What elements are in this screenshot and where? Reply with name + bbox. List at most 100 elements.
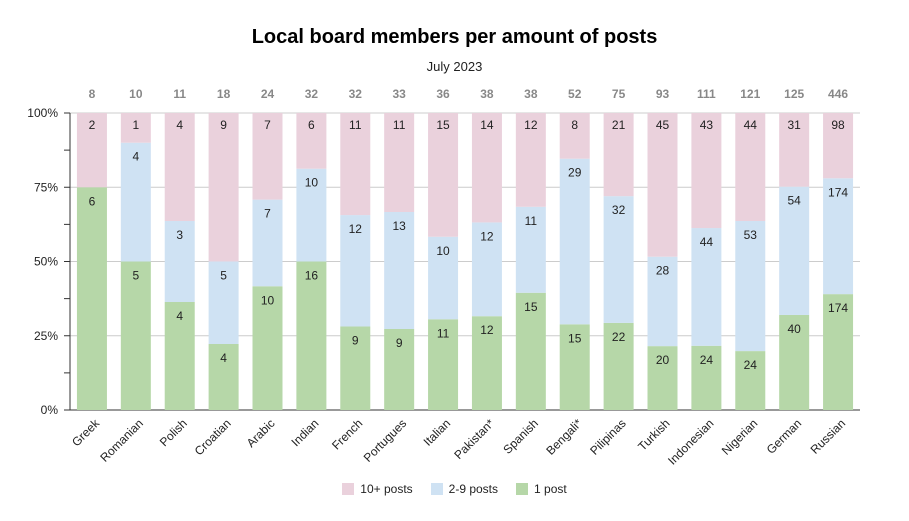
bar-segment	[384, 329, 415, 410]
bar-segment	[779, 113, 810, 187]
y-tick-label: 25%	[34, 329, 58, 343]
data-label: 4	[176, 309, 183, 323]
bar-segment	[428, 113, 459, 237]
x-tick-label: Indian	[288, 416, 321, 449]
data-label: 7	[264, 118, 271, 132]
legend-swatch-2to9	[430, 483, 443, 495]
bar-segment	[208, 261, 239, 344]
data-label: 12	[349, 222, 363, 236]
bar-segment	[164, 113, 195, 221]
bar-segment	[471, 222, 502, 317]
legend-item-10plus: 10+ posts	[342, 482, 413, 496]
data-label: 15	[524, 300, 538, 314]
bar-segment	[340, 326, 371, 410]
legend-label-10plus: 10+ posts	[360, 482, 413, 496]
data-label: 44	[700, 235, 714, 249]
bar-segment	[735, 113, 766, 221]
x-tick-label: Spanish	[500, 416, 541, 457]
data-label: 12	[524, 118, 538, 132]
bar-segment	[164, 302, 195, 410]
data-label: 98	[831, 118, 845, 132]
bar-segment	[515, 206, 546, 293]
bar-segment	[647, 256, 678, 347]
data-label: 10	[305, 176, 319, 190]
data-label: 10	[261, 293, 275, 307]
data-label: 24	[744, 358, 758, 372]
legend-swatch-1post	[516, 483, 529, 495]
data-label: 32	[612, 203, 626, 217]
data-label: 1	[132, 118, 139, 132]
data-label: 9	[396, 336, 403, 350]
data-label: 5	[132, 269, 139, 283]
total-label: 8	[89, 87, 96, 101]
y-tick-label: 0%	[41, 403, 59, 417]
bar-segment	[296, 168, 327, 262]
x-tick-label: Bengali*	[543, 416, 585, 458]
total-label: 52	[568, 87, 582, 101]
bar-segment	[252, 113, 283, 200]
data-label: 21	[612, 118, 626, 132]
data-label: 13	[392, 219, 406, 233]
x-tick-label: Pilipinas	[587, 416, 629, 458]
bar-segment	[691, 113, 722, 229]
bar-segment	[208, 344, 239, 410]
data-label: 14	[480, 118, 494, 132]
bar-segment	[647, 113, 678, 257]
bar-segment	[120, 261, 151, 410]
bar-segment	[823, 294, 854, 410]
data-label: 6	[308, 118, 315, 132]
data-label: 11	[525, 214, 538, 228]
data-label: 11	[393, 118, 406, 132]
data-label: 43	[700, 118, 714, 132]
chart-subtitle: July 2023	[426, 59, 483, 74]
bar-segment	[603, 322, 634, 410]
data-label: 28	[656, 264, 670, 278]
bar-segment	[559, 158, 590, 325]
data-label: 4	[132, 150, 139, 164]
bar-segment	[603, 113, 634, 197]
bar-segment	[823, 178, 854, 295]
x-tick-label: Polish	[157, 416, 190, 449]
bar-segment	[779, 314, 810, 410]
bar-segment	[296, 113, 327, 169]
total-label: 10	[129, 87, 143, 101]
data-label: 4	[220, 351, 227, 365]
data-label: 4	[176, 118, 183, 132]
bar-segment	[76, 113, 107, 188]
total-label: 33	[392, 87, 406, 101]
bar-segment	[691, 228, 722, 346]
bar-segment	[471, 316, 502, 410]
y-tick-label: 100%	[27, 106, 58, 120]
total-label: 446	[828, 87, 848, 101]
legend-swatch-10plus	[342, 483, 355, 495]
total-label: 24	[261, 87, 275, 101]
total-label: 36	[436, 87, 450, 101]
bar-segment	[515, 292, 546, 410]
bar-segment	[120, 113, 151, 143]
bar-segment	[647, 346, 678, 410]
data-label: 3	[176, 228, 183, 242]
y-tick-label: 75%	[34, 180, 58, 194]
data-label: 15	[436, 118, 450, 132]
data-label: 11	[437, 326, 450, 340]
x-tick-label: French	[329, 416, 365, 452]
bar-segment	[384, 113, 415, 212]
data-label: 24	[700, 353, 714, 367]
total-label: 11	[173, 87, 186, 101]
bar-segment	[384, 212, 415, 329]
legend-label-2to9: 2-9 posts	[448, 482, 499, 496]
bar-segment	[340, 113, 371, 216]
data-label: 54	[787, 194, 801, 208]
data-label: 29	[568, 166, 582, 180]
data-label: 53	[744, 228, 758, 242]
bar-segment	[120, 142, 151, 262]
x-tick-label: Indonesian	[665, 416, 716, 467]
total-label: 38	[524, 87, 538, 101]
data-label: 7	[264, 207, 271, 221]
y-tick-label: 50%	[34, 255, 58, 269]
bar-segment	[428, 236, 459, 320]
bar-segment	[164, 221, 195, 302]
chart-title: Local board members per amount of posts	[251, 26, 658, 48]
bar-segment	[603, 196, 634, 323]
data-label: 40	[787, 322, 801, 336]
